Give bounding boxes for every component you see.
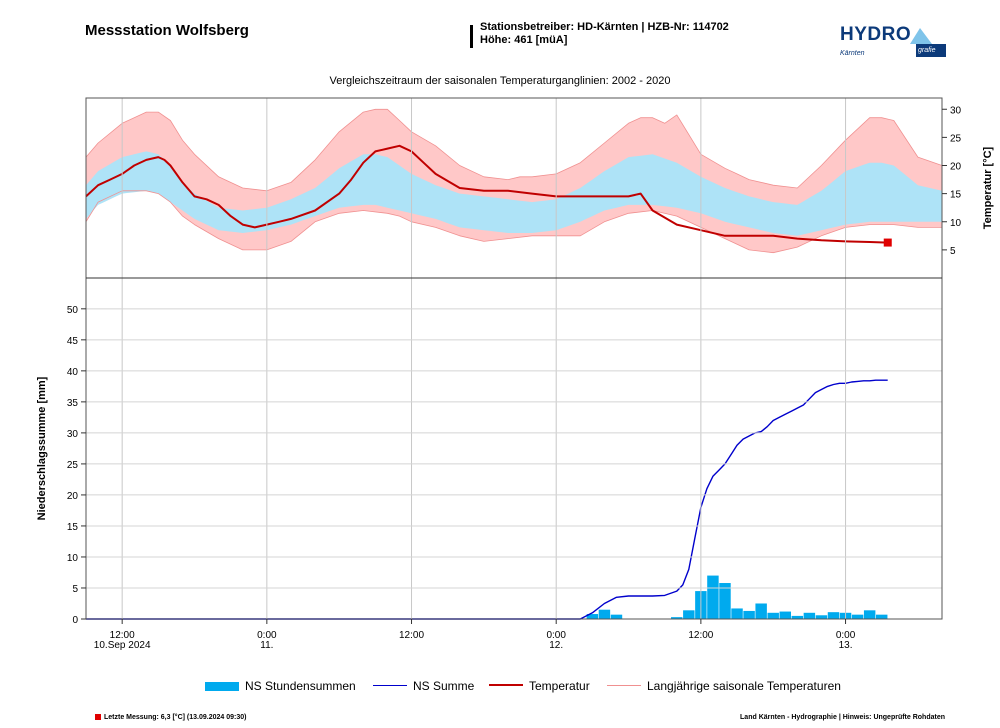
axes: 5 10 15 20 25 30 Temperatur [°C] 0 5 10 15 20 25 30 35… bbox=[36, 97, 994, 651]
x-tick-label: 0:00 bbox=[836, 630, 856, 641]
legend-item-bars: NS Stundensummen bbox=[205, 679, 356, 693]
precip-bar bbox=[598, 609, 611, 619]
precip-tick-label: 45 bbox=[67, 336, 79, 347]
x-tick-label: 0:00 bbox=[257, 630, 277, 641]
hydro-logo: HYDRO Kärnten grafie bbox=[838, 22, 948, 62]
x-tick-label: 12:00 bbox=[688, 630, 713, 641]
legend-swatch-temp bbox=[489, 684, 523, 686]
logo-tag: grafie bbox=[918, 47, 936, 54]
precip-tick-label: 0 bbox=[72, 615, 78, 626]
precip-tick-label: 15 bbox=[67, 522, 79, 533]
legend-item-band: Langjährige saisonale Temperaturen bbox=[607, 679, 841, 693]
height-line: Höhe: 461 [müA] bbox=[480, 34, 568, 46]
precip-tick-label: 30 bbox=[67, 429, 79, 440]
precip-bar bbox=[755, 603, 767, 619]
precip-tick-label: 20 bbox=[67, 491, 79, 502]
precip-tick-label: 10 bbox=[67, 553, 79, 564]
precipitation-panel bbox=[86, 379, 888, 620]
precip-tick-label: 35 bbox=[67, 398, 79, 409]
temperature-panel bbox=[85, 108, 943, 254]
precip-bar bbox=[779, 611, 791, 619]
precip-tick-label: 25 bbox=[67, 460, 79, 471]
last-measurement-marker bbox=[883, 238, 892, 247]
precip-bar bbox=[875, 614, 888, 619]
x-tick-label: 12:00 bbox=[110, 630, 135, 641]
operator-line: Stationsbetreiber: HD-Kärnten | HZB-Nr: … bbox=[480, 21, 729, 33]
legend-item-temp: Temperatur bbox=[489, 679, 590, 693]
legend-swatch-sum bbox=[373, 685, 407, 686]
temp-axis-title: Temperatur [°C] bbox=[982, 146, 994, 229]
precip-bar bbox=[851, 614, 864, 619]
precip-bar bbox=[767, 612, 779, 619]
x-tick-sublabel: 12. bbox=[549, 640, 563, 651]
footer-credits: Land Kärnten - Hydrographie | Hinweis: U… bbox=[740, 714, 945, 721]
station-title: Messstation Wolfsberg bbox=[85, 22, 249, 39]
last-measurement: Letzte Messung: 6,3 [°C] (13.09.2024 09:… bbox=[95, 714, 246, 721]
temp-tick-label: 20 bbox=[950, 162, 962, 173]
logo-text: HYDRO bbox=[840, 24, 912, 45]
precip-bar bbox=[586, 614, 599, 619]
last-measurement-marker-icon bbox=[95, 714, 101, 720]
precip-tick-label: 5 bbox=[72, 584, 78, 595]
temp-tick-label: 5 bbox=[950, 246, 956, 257]
last-measurement-text: Letzte Messung: 6,3 [°C] (13.09.2024 09:… bbox=[104, 714, 247, 721]
precip-bar bbox=[803, 612, 816, 619]
plot-frame bbox=[85, 97, 943, 620]
precip-bar bbox=[863, 610, 876, 619]
precip-bar bbox=[731, 608, 743, 619]
x-tick-label: 12:00 bbox=[399, 630, 424, 641]
x-tick-sublabel: 10.Sep 2024 bbox=[94, 640, 151, 651]
logo-wave-icon bbox=[910, 28, 946, 57]
x-tick-label: 0:00 bbox=[546, 630, 566, 641]
precip-tick-label: 40 bbox=[67, 367, 79, 378]
x-tick-sublabel: 11. bbox=[260, 640, 273, 651]
precip-bar bbox=[707, 575, 719, 619]
temp-band-inner bbox=[86, 151, 942, 236]
precip-tick-label: 50 bbox=[67, 305, 79, 316]
temp-tick-label: 30 bbox=[950, 105, 962, 116]
legend-label-bars: NS Stundensummen bbox=[245, 679, 356, 693]
temperature-line bbox=[85, 144, 888, 244]
precip-axis-title: Niederschlagssumme [mm] bbox=[36, 376, 48, 520]
legend-swatch-band bbox=[607, 685, 641, 686]
precip-bar bbox=[827, 612, 840, 619]
legend-label-sum: NS Summe bbox=[413, 679, 475, 693]
precip-bar bbox=[791, 615, 804, 619]
logo-region: Kärnten bbox=[840, 50, 865, 57]
temp-tick-label: 25 bbox=[950, 133, 962, 144]
legend-label-temp: Temperatur bbox=[529, 679, 590, 693]
temp-tick-label: 15 bbox=[950, 190, 962, 201]
x-tick-sublabel: 13. bbox=[839, 640, 853, 651]
temp-band-min-line bbox=[85, 190, 942, 254]
chart-subtitle: Vergleichszeitraum der saisonalen Temper… bbox=[329, 75, 671, 87]
precip-sum-line bbox=[86, 379, 888, 620]
header-divider bbox=[470, 25, 473, 48]
precip-bar bbox=[743, 610, 755, 619]
legend-swatch-bars bbox=[205, 682, 239, 691]
precip-bar bbox=[683, 610, 695, 619]
precip-bar bbox=[671, 617, 683, 619]
legend-label-band: Langjährige saisonale Temperaturen bbox=[647, 679, 841, 693]
precip-bar bbox=[610, 614, 623, 619]
legend-item-sum: NS Summe bbox=[373, 679, 474, 693]
temp-band-max-line bbox=[85, 108, 943, 192]
temp-tick-label: 10 bbox=[950, 218, 962, 229]
station-info: Stationsbetreiber: HD-Kärnten | HZB-Nr: … bbox=[480, 21, 729, 47]
precip-bar bbox=[815, 615, 828, 619]
precip-bar bbox=[719, 583, 731, 619]
